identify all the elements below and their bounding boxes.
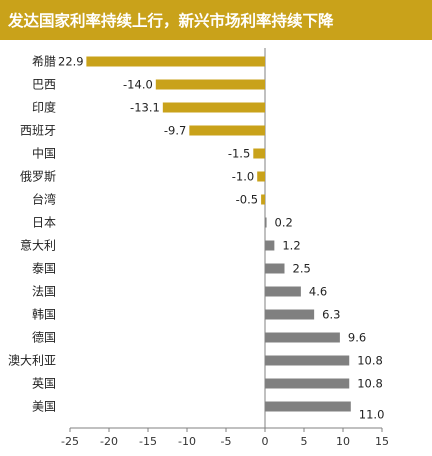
category-label: 意大利 [20,238,56,253]
category-label: 中国 [32,146,56,161]
chart-title: 发达国家利率持续上行，新兴市场利率持续下降 [0,0,432,40]
data-label: 9.6 [348,331,366,345]
category-label: 德国 [32,330,56,345]
x-tick-label: -25 [61,435,79,448]
data-label: -9.7 [164,124,186,138]
chart-area: -25 -20 -15 -10 -5 0 5 10 15 希腊 22.9 巴西 -14.0 印度 -13.1… [0,40,432,452]
category-label: 泰国 [32,262,56,276]
bar [265,378,350,389]
category-label: 英国 [32,377,56,391]
x-tick-label: 5 [301,435,308,448]
category-label: 美国 [32,400,56,414]
category-label: 日本 [32,216,56,230]
category-label: 西班牙 [20,124,56,138]
bar-chart: -25 -20 -15 -10 -5 0 5 10 15 希腊 22.9巴西 -14.0 印度 -13.1… [8,48,389,448]
category-label: 法国 [32,285,56,299]
data-label: -0.5 [236,193,258,207]
bar [155,79,265,90]
data-label: -14.0 [123,78,153,92]
bar [265,355,350,366]
data-label: 4.6 [309,285,327,299]
bar [261,194,265,205]
data-label: 2.5 [293,262,311,276]
data-label: -1.5 [228,147,250,161]
bar [265,217,267,228]
data-label: 10.8 [357,354,383,368]
data-label: 10.8 [357,377,383,391]
category-label: 希腊 [32,54,56,69]
category-label: 台湾 [32,192,56,207]
bar [265,263,285,274]
bar [162,102,265,113]
data-label: -1.0 [232,170,254,184]
bar [257,171,265,182]
bar [265,240,275,251]
bar [265,332,340,343]
category-label: 韩国 [32,307,56,322]
x-tick-label: -5 [221,435,232,448]
x-tick-label: -20 [100,435,118,448]
data-label: 1.2 [282,239,300,253]
data-label: -13.1 [130,101,160,115]
bar [189,125,265,136]
bar [265,286,301,297]
category-label: 巴西 [32,78,56,92]
x-tick-label: 15 [375,435,389,448]
bar [86,56,265,67]
data-label: 0.2 [275,216,293,230]
x-tick-label: 0 [262,435,269,448]
category-label: 澳大利亚 [8,354,56,368]
bar [265,309,315,320]
x-tick-label: -10 [178,435,196,448]
bar [265,401,351,412]
data-label: 22.9 [58,55,84,69]
x-tick-label: -15 [139,435,157,448]
category-label: 印度 [32,100,56,115]
bar [253,148,265,159]
x-tick-label: 10 [336,435,350,448]
data-label: 6.3 [322,308,340,322]
category-label: 俄罗斯 [20,170,56,184]
data-label: 11.0 [359,408,385,422]
